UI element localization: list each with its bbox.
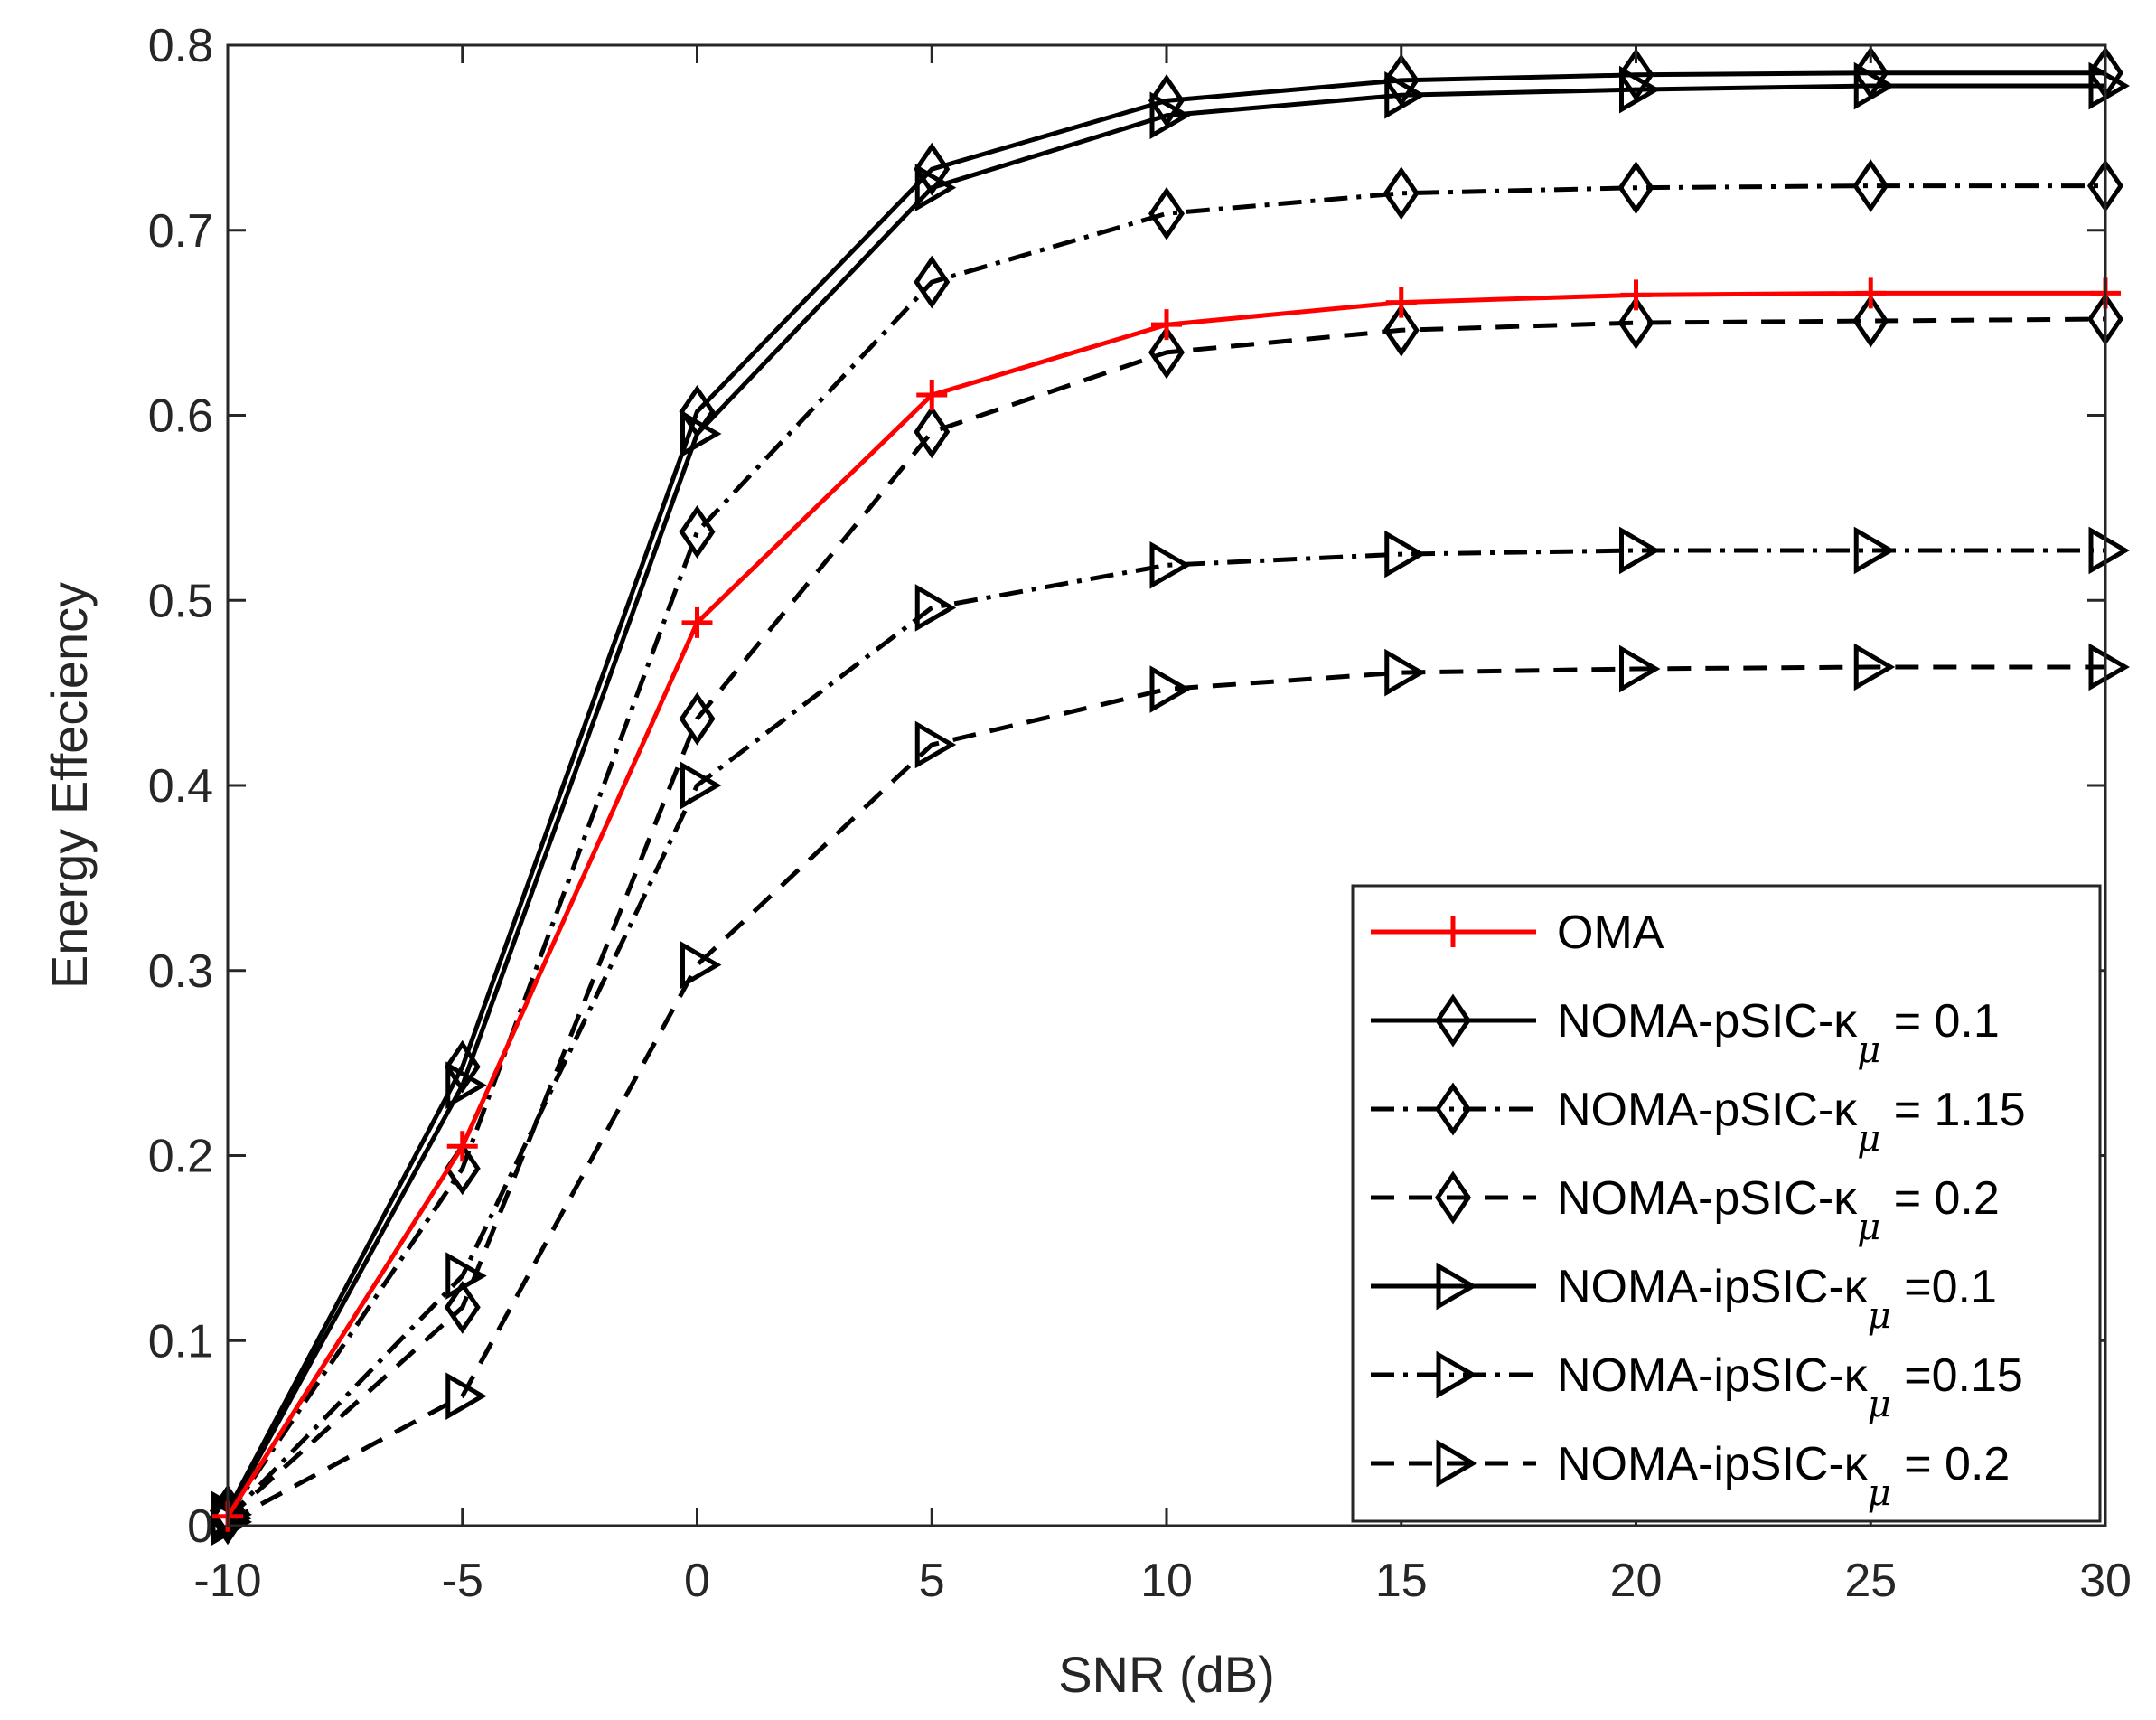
legend-label: OMA — [1557, 907, 1664, 959]
y-tick-label: 0.4 — [148, 760, 213, 813]
x-tick-label: -10 — [193, 1555, 261, 1607]
energy-efficiency-chart: -10 -5 0 5 10 15 20 25 30 0 0.1 0.2 0.3 0.4 0.5 0.6 0.7 0… — [0, 0, 2156, 1720]
y-axis-label: Energy Effeciency — [41, 582, 98, 989]
x-tick-label: -5 — [442, 1555, 483, 1607]
x-tick-label: 25 — [1844, 1555, 1897, 1607]
x-tick-label: 30 — [2079, 1555, 2132, 1607]
x-axis-label: SNR (dB) — [1058, 1646, 1275, 1703]
x-tick-label: 15 — [1375, 1555, 1428, 1607]
x-tick-label: 20 — [1610, 1555, 1663, 1607]
y-tick-label: 0.8 — [148, 20, 213, 72]
y-tick-label: 0.6 — [148, 390, 213, 443]
y-tick-label: 0.7 — [148, 205, 213, 258]
y-tick-label: 0.5 — [148, 575, 213, 627]
x-tick-label: 5 — [919, 1555, 945, 1607]
y-tick-label: 0.3 — [148, 945, 213, 998]
y-tick-label: 0.2 — [148, 1131, 213, 1183]
y-tick-label: 0 — [187, 1500, 213, 1553]
y-tick-label: 0.1 — [148, 1315, 213, 1368]
x-tick-label: 10 — [1140, 1555, 1193, 1607]
x-tick-label: 0 — [684, 1555, 710, 1607]
legend: OMANOMA-pSIC-κμ = 0.1NOMA-pSIC-κμ = 1.15… — [1353, 886, 2100, 1521]
